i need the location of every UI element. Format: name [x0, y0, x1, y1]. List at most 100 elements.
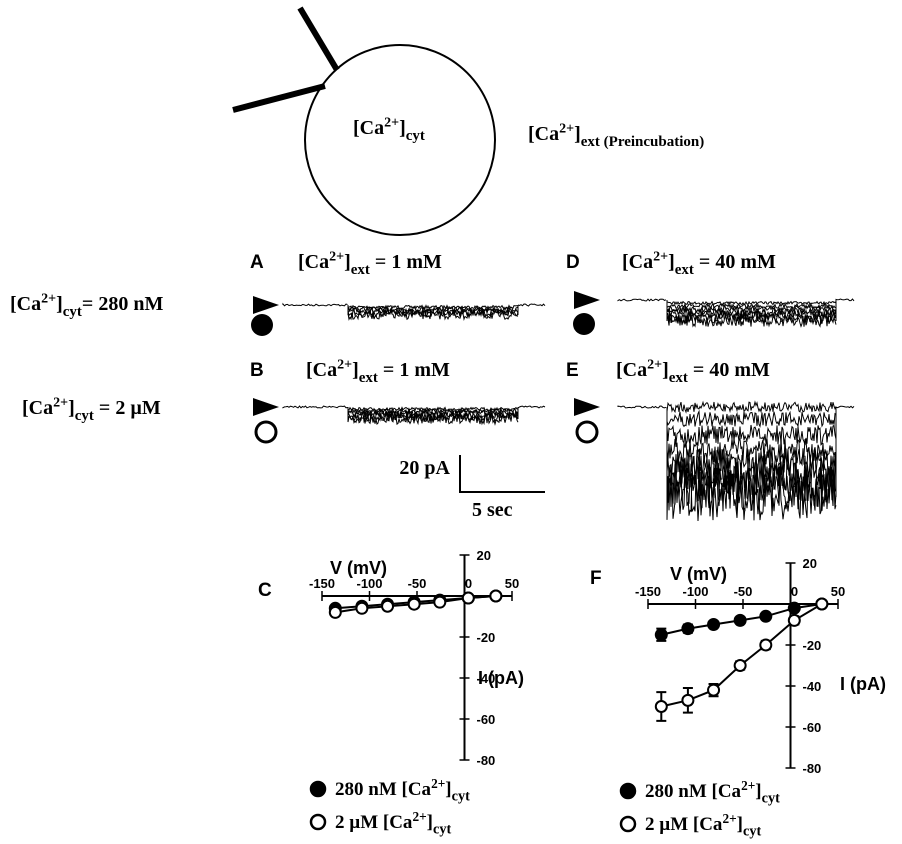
text-segment: cyt	[75, 408, 94, 424]
y-tick-label: -60	[803, 720, 822, 735]
text-segment: cyt	[433, 822, 451, 838]
legend-marker	[621, 784, 635, 798]
current-trace	[667, 402, 836, 412]
data-point	[682, 623, 693, 634]
data-point	[463, 593, 474, 604]
text-segment: [Ca	[528, 123, 559, 145]
x-tick-label: -100	[356, 576, 382, 591]
text-segment: 2+	[741, 778, 755, 793]
current-trace	[667, 425, 836, 445]
text-segment: = 40 mM	[694, 251, 776, 273]
text-segment: [Ca	[10, 293, 41, 315]
legend-label: 280 nM [Ca2+]cyt	[645, 778, 780, 807]
text-segment: = 1 mM	[378, 359, 450, 381]
text-segment: [Ca	[622, 251, 653, 273]
y-tick-label: 20	[477, 548, 491, 563]
y-tick-label: -20	[477, 630, 496, 645]
text-segment: cyt	[406, 128, 425, 144]
text-segment: ]	[574, 123, 581, 145]
data-point	[708, 619, 719, 630]
scale-time: 5 sec	[472, 499, 513, 521]
data-point	[382, 601, 393, 612]
data-point	[330, 607, 341, 618]
legend-label: 2 µM [Ca2+]cyt	[645, 811, 761, 840]
text-segment: 2+	[384, 115, 399, 130]
text-segment: 280 nM [Ca	[335, 779, 432, 800]
y-tick-label: -60	[477, 712, 496, 727]
panel-letter: C	[258, 580, 272, 601]
text-segment: 2+	[431, 776, 445, 791]
current-trace	[518, 406, 545, 408]
data-point	[735, 615, 746, 626]
data-point	[409, 599, 420, 610]
x-tick-label: 50	[831, 584, 845, 599]
text-segment: 2+	[653, 249, 668, 264]
text-segment: ]	[668, 251, 675, 273]
pipette	[300, 8, 337, 70]
text-segment: cyt	[762, 791, 780, 807]
stimulus-arrow	[253, 296, 279, 314]
text-segment: 2+	[53, 395, 68, 410]
text-segment: ]	[352, 359, 359, 381]
text-segment: ext	[669, 370, 688, 386]
x-axis-label: V (mV)	[330, 558, 387, 578]
text-segment: [Ca	[306, 359, 337, 381]
text-segment: ]	[56, 293, 63, 315]
data-point	[656, 629, 667, 640]
text-segment: [Ca	[22, 397, 53, 419]
data-point	[656, 701, 667, 712]
text-segment: ext (Preincubation)	[581, 134, 704, 150]
data-point	[708, 685, 719, 696]
cell	[305, 45, 495, 235]
current-trace	[618, 406, 666, 408]
panel-letter: A	[250, 252, 264, 273]
text-segment: cyt	[452, 789, 470, 805]
text-segment: = 1 mM	[370, 251, 442, 273]
panel-letter: E	[566, 360, 579, 381]
x-tick-label: 50	[505, 576, 519, 591]
y-axis-label: I (pA)	[840, 674, 886, 694]
y-axis-label: I (pA)	[478, 668, 524, 688]
text-segment: [Ca	[616, 359, 647, 381]
panel-letter: D	[566, 252, 580, 273]
marker-icon	[251, 314, 273, 336]
text-segment: [Ca	[353, 117, 384, 139]
text-segment: ]	[662, 359, 669, 381]
scale-bar	[460, 455, 545, 492]
text-segment: 2+	[337, 357, 352, 372]
cell-inside-label: [Ca2+]cyt	[353, 115, 425, 144]
current-trace	[836, 406, 854, 408]
row-label: [Ca2+]cyt= 280 nM	[10, 291, 163, 320]
text-segment: = 40 mM	[688, 359, 770, 381]
x-tick-label: 0	[465, 576, 472, 591]
marker-icon	[256, 422, 276, 442]
current-trace	[618, 299, 666, 301]
stimulus-arrow	[253, 398, 279, 416]
figure: 20 pA 5 sec [Ca2+]cyt[Ca2+]ext (Preincub…	[0, 0, 902, 844]
data-point	[356, 603, 367, 614]
data-point	[789, 603, 800, 614]
legend-label: 280 nM [Ca2+]cyt	[335, 776, 470, 805]
y-tick-label: -80	[803, 761, 822, 776]
current-trace	[283, 406, 348, 408]
x-tick-label: -50	[734, 584, 753, 599]
text-segment: ]	[68, 397, 75, 419]
x-tick-label: -150	[635, 584, 661, 599]
text-segment: ext	[359, 370, 378, 386]
marker-icon	[577, 422, 597, 442]
legend-marker	[311, 782, 325, 796]
panel-letter: F	[590, 568, 602, 589]
text-segment: ext	[351, 262, 370, 278]
text-segment: cyt	[63, 304, 82, 320]
data-point	[735, 660, 746, 671]
stimulus-arrow	[574, 398, 600, 416]
row-label: [Ca2+]cyt = 2 µM	[22, 395, 161, 424]
x-tick-label: -50	[408, 576, 427, 591]
text-segment: ext	[675, 262, 694, 278]
legend-label: 2 µM [Ca2+]cyt	[335, 809, 451, 838]
legend-marker	[311, 815, 325, 829]
text-segment: 2+	[559, 121, 574, 136]
marker-icon	[573, 313, 595, 335]
y-tick-label: -80	[477, 753, 496, 768]
x-tick-label: -150	[309, 576, 335, 591]
